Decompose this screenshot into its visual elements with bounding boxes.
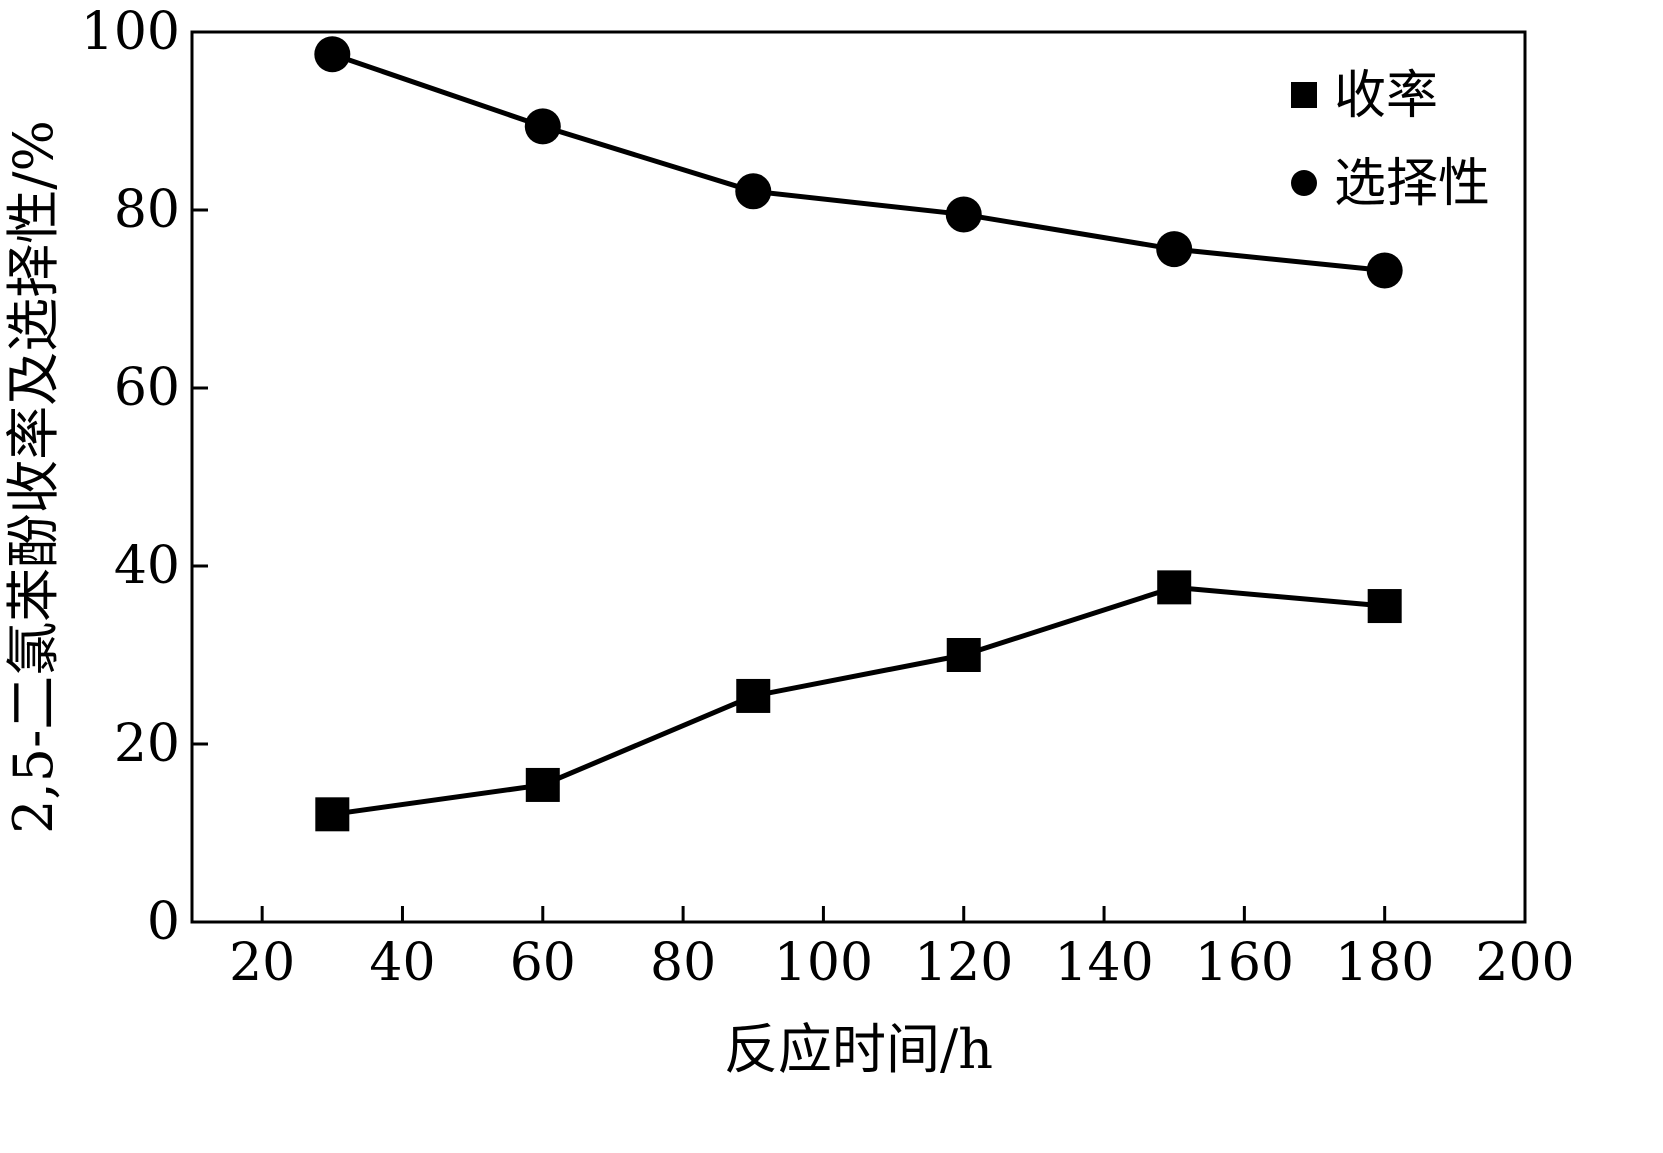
legend-item: 收率: [1291, 66, 1438, 126]
data-point-circle: [314, 36, 351, 73]
y-tick-label: 20: [114, 714, 180, 774]
x-tick-label: 180: [1335, 933, 1434, 993]
data-point-circle: [524, 108, 561, 145]
y-tick-label: 0: [147, 892, 180, 952]
x-tick-label: 40: [369, 933, 435, 993]
legend-marker-square: [1291, 82, 1317, 108]
y-tick-label: 60: [114, 358, 180, 418]
y-tick-label: 80: [114, 180, 180, 240]
series-layer: [314, 36, 1403, 832]
data-point-square: [315, 797, 350, 832]
data-point-square: [946, 638, 981, 672]
data-point-circle: [735, 173, 772, 210]
legend-item: 选择性: [1291, 154, 1490, 214]
x-tick-label: 120: [914, 933, 1013, 993]
legend-label: 收率: [1334, 66, 1438, 126]
x-tick-label: 200: [1475, 933, 1574, 993]
y-axis-ticks: 0 20 40 60 80 100: [81, 2, 208, 952]
series-1: [315, 570, 1402, 832]
data-point-square: [1157, 570, 1192, 605]
y-tick-label: 40: [114, 536, 180, 596]
x-axis-title: 反应时间/h: [724, 1018, 993, 1081]
series-2: [314, 36, 1403, 289]
x-tick-label: 60: [510, 933, 576, 993]
y-tick-label: 100: [81, 2, 180, 62]
data-point-square: [525, 767, 560, 802]
legend-label: 选择性: [1334, 154, 1490, 214]
data-point-circle: [1156, 231, 1193, 268]
data-point-square: [736, 678, 771, 713]
series-line: [331, 584, 1385, 817]
series-line: [331, 51, 1385, 274]
x-tick-label: 100: [774, 933, 873, 993]
data-point-circle: [1366, 252, 1403, 289]
x-axis-ticks: 20 40 60 80 100 120 140 160 180 200: [229, 906, 1575, 993]
x-tick-label: 80: [650, 933, 716, 993]
data-point-circle: [945, 196, 982, 233]
y-axis-title: 2,5-二氯苯酚收率及选择性/%: [2, 120, 65, 834]
x-tick-label: 160: [1195, 933, 1294, 993]
data-point-square: [1367, 589, 1402, 624]
x-tick-label: 140: [1054, 933, 1153, 993]
legend-marker-circle: [1291, 170, 1317, 196]
x-tick-label: 20: [229, 933, 295, 993]
plot-area-frame: [190, 30, 1527, 924]
